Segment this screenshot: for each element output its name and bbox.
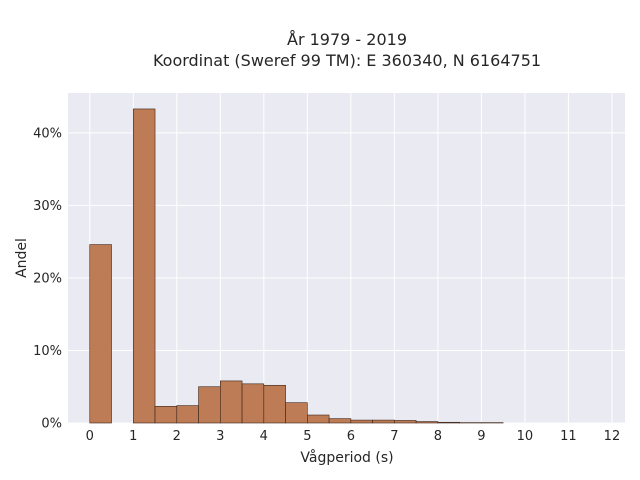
histogram-bar [220,380,243,424]
histogram-bar [89,244,112,424]
x-tick-label: 8 [434,429,442,444]
x-tick-labels: 0 1 2 3 4 5 6 7 8 9 10 11 12 [86,429,621,444]
histogram-bar [307,414,330,424]
x-tick-label: 6 [347,429,355,444]
histogram-bar [241,383,265,424]
y-tick-label: 0% [41,417,62,432]
y-tick-label: 30% [33,199,62,214]
histogram-bar [285,402,308,424]
histogram-bar [372,419,395,424]
histogram-bar [176,405,199,424]
y-tick-labels: 0% 10% 20% 30% 40% [33,126,62,431]
chart-title-line-1: År 1979 - 2019 [287,30,407,49]
x-axis-label: Vågperiod (s) [300,449,393,466]
x-tick-label: 2 [173,429,181,444]
bars [89,108,504,424]
y-tick-label: 10% [33,344,62,359]
x-tick-label: 11 [560,429,577,444]
chart-title-line-2: Koordinat (Sweref 99 TM): E 360340, N 61… [153,51,541,70]
x-tick-label: 7 [390,429,398,444]
y-axis-label: Andel [14,238,30,278]
x-tick-label: 10 [517,429,534,444]
histogram-bar [394,420,417,424]
histogram-bar [263,384,286,424]
x-tick-label: 0 [86,429,94,444]
plot-area [68,93,625,423]
x-tick-label: 3 [216,429,224,444]
histogram-bar [437,421,460,424]
x-tick-label: 4 [260,429,268,444]
histogram-bar [328,418,352,424]
x-tick-label: 12 [604,429,621,444]
y-tick-label: 20% [33,271,62,286]
x-tick-label: 9 [477,429,485,444]
histogram-bar [350,419,373,424]
x-tick-label: 1 [129,429,137,444]
x-tick-label: 5 [303,429,311,444]
histogram-bar [132,108,156,424]
y-tick-label: 40% [33,126,62,141]
histogram-bar [154,406,178,424]
histogram-bar [198,386,221,424]
histogram-bar [415,421,439,424]
